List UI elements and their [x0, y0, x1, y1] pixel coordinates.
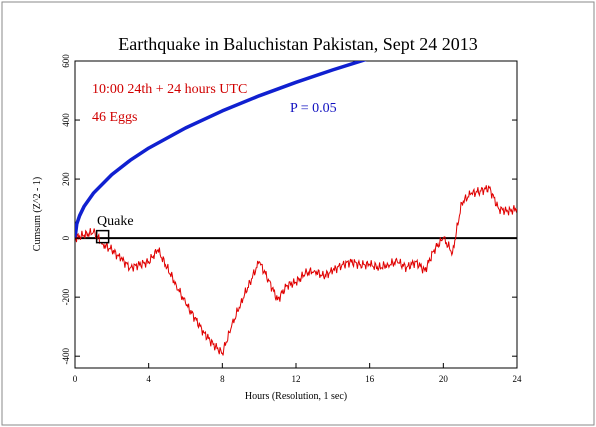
x-tick-label: 0	[73, 374, 78, 384]
quake-marker	[95, 229, 110, 244]
cumsum-line	[75, 185, 517, 356]
y-axis-label: Cumsum (Z^2 - 1)	[32, 177, 43, 251]
x-tick-label: 24	[513, 374, 523, 384]
x-tick-label: 16	[365, 374, 375, 384]
y-tick-label: 400	[61, 113, 71, 127]
x-tick-label: 20	[439, 374, 449, 384]
egg-count-label: 46 Eggs	[92, 110, 138, 125]
x-tick-label: 4	[146, 374, 151, 384]
series-group	[75, 61, 517, 356]
y-tick-label: -400	[61, 347, 71, 364]
y-tick-label: -200	[61, 288, 71, 305]
probability-line	[75, 61, 367, 239]
chart-title: Earthquake in Baluchistan Pakistan, Sept…	[118, 34, 477, 54]
x-axis-label: Hours (Resolution, 1 sec)	[245, 391, 347, 402]
x-tick-label: 8	[220, 374, 225, 384]
quake-label: Quake	[97, 214, 134, 229]
y-tick-label: 600	[61, 54, 71, 68]
x-tick-label: 12	[292, 374, 301, 384]
probability-label: P = 0.05	[290, 101, 337, 116]
plot-layer	[75, 61, 517, 356]
time-window-label: 10:00 24th + 24 hours UTC	[92, 82, 247, 97]
y-tick-label: 0	[61, 235, 71, 240]
axes-layer: 0 4 8 12 16 20 24 600 400 200 0 -200 -400	[61, 54, 522, 384]
y-tick-label: 200	[61, 172, 71, 186]
